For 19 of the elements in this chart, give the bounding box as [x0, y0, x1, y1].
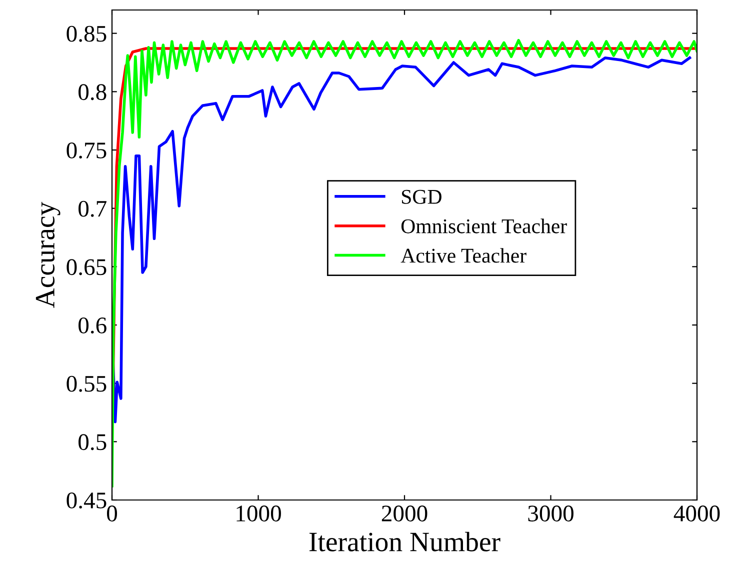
- x-tick-label: 1000: [236, 506, 281, 522]
- legend-label: SGD: [402, 190, 442, 204]
- y-tick-label: 0.55: [66, 376, 106, 392]
- y-tick-label: 0.7: [78, 200, 106, 217]
- legend-label: Active Teacher: [400, 248, 526, 263]
- y-tick-label: 0.65: [66, 259, 106, 276]
- x-tick-label: 3000: [528, 506, 574, 522]
- y-axis-title: Accuracy: [36, 202, 60, 308]
- y-tick-label: 0.8: [78, 84, 106, 100]
- x-tick-label: 4000: [674, 506, 720, 522]
- x-axis-title: Iteration Number: [309, 532, 500, 552]
- y-tick-label: 0.75: [66, 142, 106, 159]
- y-tick-label: 0.6: [78, 317, 106, 334]
- x-tick-label: 0: [106, 506, 118, 522]
- y-tick-label: 0.5: [78, 434, 106, 450]
- y-tick-label: 0.85: [66, 26, 106, 42]
- x-tick-label: 2000: [382, 506, 428, 522]
- y-tick-label: 0.45: [66, 492, 106, 509]
- legend-label: Omniscient Teacher: [401, 218, 567, 234]
